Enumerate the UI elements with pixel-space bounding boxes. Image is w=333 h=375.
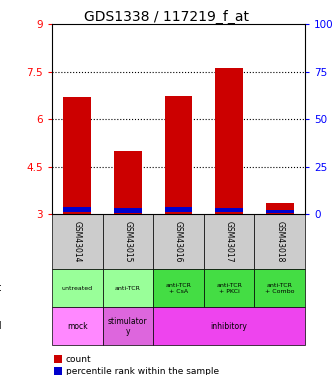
Bar <box>114 151 142 214</box>
Bar <box>103 308 153 345</box>
Text: anti-TCR: anti-TCR <box>115 286 141 291</box>
Bar <box>54 356 62 363</box>
Bar <box>153 214 204 269</box>
Bar <box>63 207 91 212</box>
Bar <box>215 208 243 213</box>
Text: agent: agent <box>0 284 1 293</box>
Text: GSM43014: GSM43014 <box>73 221 82 262</box>
Text: GSM43018: GSM43018 <box>275 221 284 262</box>
Bar <box>153 269 204 308</box>
Bar <box>153 308 305 345</box>
Bar <box>63 97 91 214</box>
Text: mock: mock <box>67 322 88 331</box>
Bar <box>204 214 254 269</box>
Text: protocol: protocol <box>0 321 1 332</box>
Bar <box>52 214 103 269</box>
Bar <box>114 209 142 213</box>
Bar <box>165 207 192 212</box>
Bar <box>52 269 103 308</box>
Bar <box>204 269 254 308</box>
Bar <box>165 96 192 214</box>
Text: untreated: untreated <box>62 286 93 291</box>
Text: GSM43016: GSM43016 <box>174 221 183 262</box>
Bar <box>52 308 103 345</box>
Text: GDS1338 / 117219_f_at: GDS1338 / 117219_f_at <box>84 9 249 24</box>
Text: percentile rank within the sample: percentile rank within the sample <box>66 367 219 375</box>
Bar <box>254 269 305 308</box>
Bar <box>54 368 62 375</box>
Bar <box>215 68 243 214</box>
Text: anti-TCR
+ PKCi: anti-TCR + PKCi <box>216 283 242 294</box>
Text: count: count <box>66 355 92 364</box>
Bar <box>103 269 153 308</box>
Text: GSM43017: GSM43017 <box>224 221 234 262</box>
Bar <box>266 203 294 214</box>
Bar <box>254 214 305 269</box>
Bar <box>103 214 153 269</box>
Text: GSM43015: GSM43015 <box>124 221 133 262</box>
Text: stimulator
y: stimulator y <box>108 316 148 336</box>
Text: inhibitory: inhibitory <box>211 322 247 331</box>
Bar <box>266 210 294 213</box>
Text: anti-TCR
+ Combo: anti-TCR + Combo <box>265 283 294 294</box>
Text: anti-TCR
+ CsA: anti-TCR + CsA <box>166 283 191 294</box>
